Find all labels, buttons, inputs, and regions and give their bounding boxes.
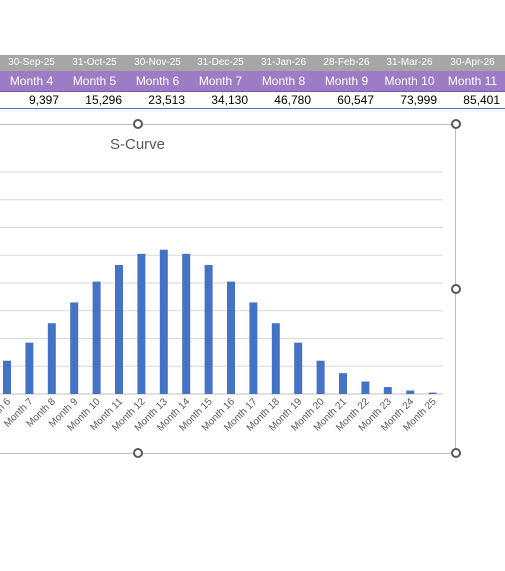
resize-handle-top[interactable]	[133, 119, 143, 129]
cumulative-value-row: 9,397 15,296 23,513 34,130 46,780 60,547 73,99…	[0, 92, 505, 109]
date-cell[interactable]: 30-Nov-25	[134, 57, 181, 68]
date-cell[interactable]: 30-Sep-25	[8, 57, 55, 68]
date-cell[interactable]: 30-Apr-26	[450, 57, 495, 68]
date-cell[interactable]: 31-Jan-26	[260, 57, 307, 68]
chart-bar[interactable]	[182, 253, 191, 394]
chart-bar[interactable]	[294, 342, 303, 394]
chart-bar[interactable]	[227, 281, 235, 394]
value-cell[interactable]: 9,397	[28, 93, 59, 107]
date-cell[interactable]: 31-Mar-26	[386, 57, 433, 68]
chart-bar[interactable]	[339, 373, 347, 394]
resize-handle-bottom-right[interactable]	[451, 448, 461, 458]
value-cell[interactable]: 73,999	[400, 93, 437, 107]
date-cell[interactable]: 31-Dec-25	[197, 57, 244, 68]
resize-handle-bottom[interactable]	[133, 448, 143, 458]
chart-bar[interactable]	[428, 392, 437, 394]
chart-bar[interactable]	[159, 249, 168, 394]
chart-bar[interactable]	[204, 264, 213, 394]
date-header-row: 30-Sep-25 31-Oct-25 30-Nov-25 31-Dec-25 31-J…	[0, 55, 505, 71]
month-cell[interactable]: Month 7	[198, 74, 243, 88]
chart-bar[interactable]	[249, 302, 258, 394]
date-cell[interactable]: 31-Oct-25	[72, 57, 117, 68]
chart-bar[interactable]	[47, 323, 56, 394]
chart-bar[interactable]	[115, 264, 123, 394]
value-cell[interactable]: 34,130	[211, 93, 248, 107]
chart-title: S-Curve	[109, 136, 165, 153]
month-cell[interactable]: Month 11	[447, 74, 498, 88]
chart-bar[interactable]	[92, 281, 101, 394]
chart-bar[interactable]	[361, 381, 370, 394]
value-cell[interactable]: 85,401	[463, 93, 500, 107]
chart-bar[interactable]	[25, 342, 34, 394]
month-header-row: Month 4 Month 5 Month 6 Month 7 Month 8 Month…	[0, 71, 505, 93]
chart-object[interactable]: Month 6 Month 7 Month 8 Month 9 Month 10 Mont…	[0, 124, 457, 454]
month-cell[interactable]: Month 4	[9, 74, 54, 88]
chart-bar[interactable]	[383, 387, 392, 394]
chart-bar[interactable]	[137, 253, 146, 394]
resize-handle-right[interactable]	[451, 284, 461, 294]
date-cell[interactable]: 28-Feb-26	[323, 57, 370, 68]
chart-bar[interactable]	[3, 360, 11, 394]
chart-bar[interactable]	[316, 360, 325, 394]
month-cell[interactable]: Month 10	[384, 74, 435, 88]
resize-handle-top-right[interactable]	[451, 119, 461, 129]
month-cell[interactable]: Month 8	[261, 74, 306, 88]
month-cell[interactable]: Month 6	[135, 74, 180, 88]
spreadsheet-strip: 30-Sep-25 31-Oct-25 30-Nov-25 31-Dec-25 31-J…	[0, 0, 505, 122]
chart-bar[interactable]	[271, 323, 280, 394]
value-cell[interactable]: 46,780	[274, 93, 311, 107]
chart-bar[interactable]	[70, 302, 79, 394]
value-cell[interactable]: 23,513	[148, 93, 185, 107]
chart-bar[interactable]	[406, 390, 415, 394]
value-cell[interactable]: 15,296	[85, 93, 122, 107]
value-cell[interactable]: 60,547	[337, 93, 374, 107]
month-cell[interactable]: Month 9	[324, 74, 369, 88]
month-cell[interactable]: Month 5	[72, 74, 117, 88]
